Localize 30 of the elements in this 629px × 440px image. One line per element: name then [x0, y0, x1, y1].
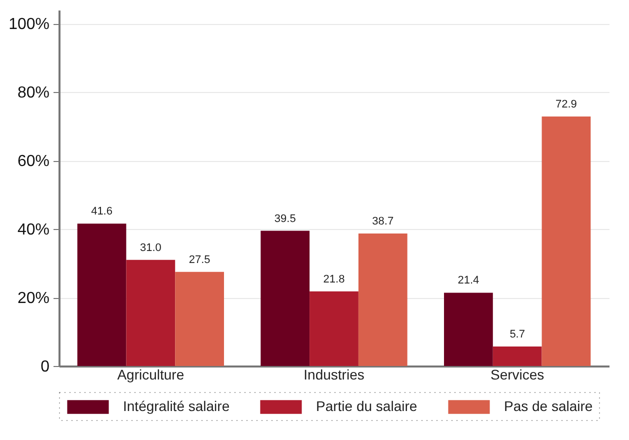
y-tick-label: 0 [40, 358, 50, 376]
data-label: 38.7 [372, 216, 394, 228]
y-tick-label: 60% [17, 153, 50, 170]
legend-label: Partie du salaire [316, 398, 418, 414]
y-tick-label: 40% [17, 222, 50, 239]
y-tick-label: 100% [8, 16, 50, 34]
bar [444, 292, 493, 366]
bar [542, 116, 591, 366]
x-tick-label: Agriculture [117, 366, 184, 382]
data-label: 5.7 [510, 328, 525, 340]
data-label: 21.8 [323, 273, 345, 286]
bar [492, 346, 542, 366]
data-label: 21.4 [458, 274, 480, 287]
y-tick-label: 80% [17, 84, 50, 102]
y-tick-label: 20% [17, 290, 50, 308]
bar [175, 272, 224, 366]
data-label: 31.0 [140, 242, 162, 254]
legend-label: Intégralité salaire [123, 398, 230, 414]
x-tick-label: Industries [304, 366, 364, 382]
data-label: 27.5 [188, 254, 210, 266]
data-label: 41.6 [91, 206, 112, 218]
legend-label: Pas de salaire [504, 398, 593, 414]
bar [310, 291, 358, 366]
bar [358, 234, 408, 366]
bar [260, 230, 310, 366]
x-tick-label: Services [490, 366, 544, 382]
bar [126, 260, 176, 366]
bar [77, 224, 126, 366]
data-label: 72.9 [556, 98, 577, 110]
data-label: 39.5 [274, 212, 296, 225]
